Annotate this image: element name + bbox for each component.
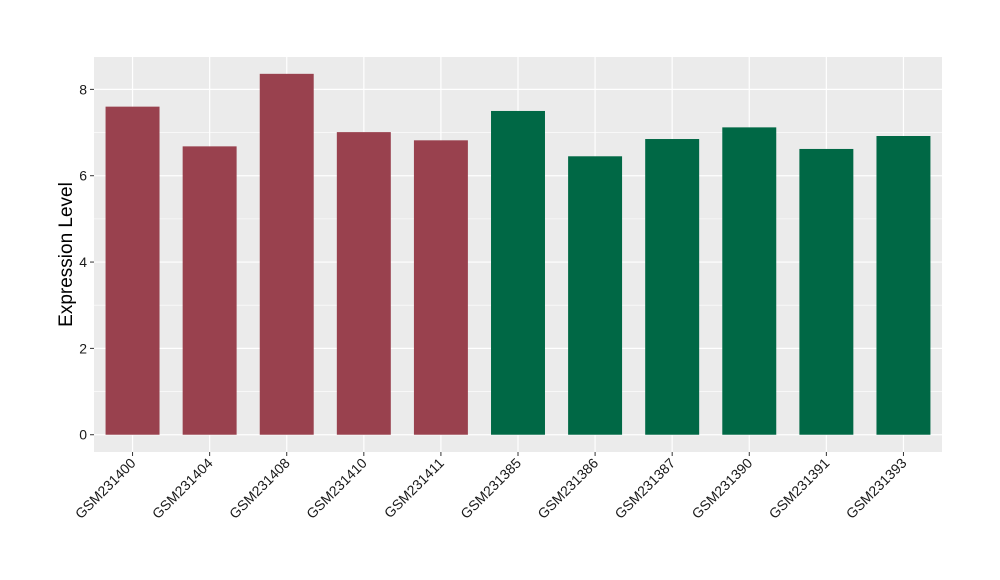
y-tick-label: 0 (79, 427, 87, 443)
x-tick-label: GSM231400 (72, 455, 139, 522)
bar-GSM231400 (105, 106, 160, 435)
x-tick-label: GSM231391 (766, 455, 833, 522)
bar-GSM231408 (259, 73, 314, 435)
x-tick-label: GSM231390 (688, 455, 755, 522)
x-tick-label: GSM231410 (303, 455, 370, 522)
bar-GSM231393 (876, 136, 931, 435)
bars (105, 73, 931, 435)
x-tick-label: GSM231385 (457, 455, 524, 522)
bar-GSM231404 (182, 146, 237, 435)
x-tick-label: GSM231393 (843, 455, 910, 522)
y-tick-label: 2 (79, 340, 87, 356)
bar-GSM231390 (722, 127, 777, 435)
bar-GSM231387 (645, 139, 700, 435)
x-tick-label: GSM231411 (381, 455, 447, 521)
x-tick-label: GSM231386 (534, 455, 601, 522)
y-tick-label: 4 (79, 254, 87, 270)
x-tick-label: GSM231404 (149, 455, 216, 522)
y-tick-label: 8 (79, 81, 87, 97)
x-tick-label: GSM231387 (611, 455, 678, 522)
x-tick-label: GSM231408 (226, 455, 293, 522)
bar-GSM231391 (799, 148, 854, 435)
x-axis: GSM231400 GSM231404 GSM231408 GSM231410 GSM2… (72, 452, 910, 522)
y-axis: 0 2 4 6 8 (79, 81, 94, 443)
bar-GSM231385 (491, 110, 545, 435)
bar-GSM231410 (336, 132, 391, 435)
bar-GSM231411 (413, 140, 468, 435)
y-tick-label: 6 (79, 168, 87, 184)
y-axis-title: Expression Level (56, 182, 77, 327)
bar-GSM231386 (568, 156, 623, 435)
